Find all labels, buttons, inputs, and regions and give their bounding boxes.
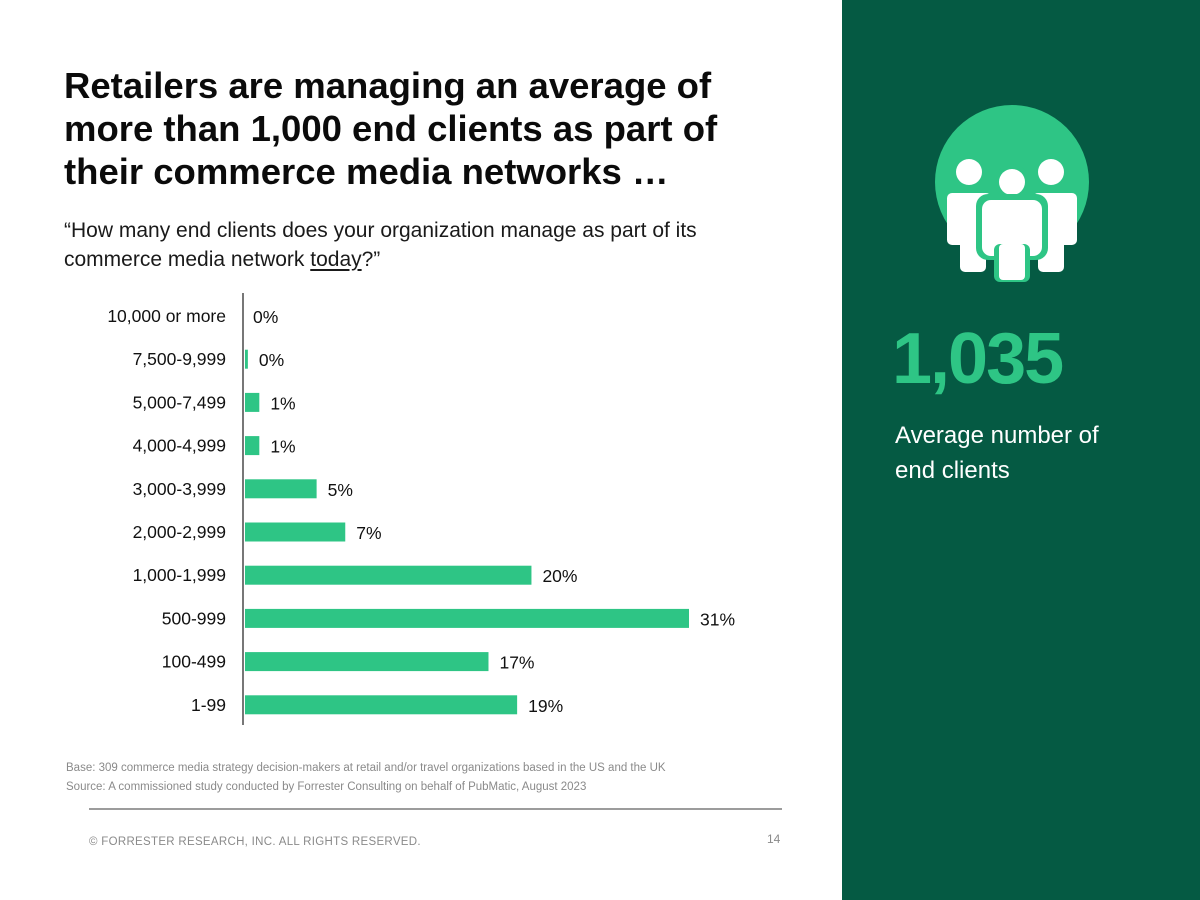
- copyright: © FORRESTER RESEARCH, INC. ALL RIGHTS RE…: [89, 836, 421, 848]
- footnote-base: Base: 309 commerce media strategy decisi…: [66, 762, 666, 774]
- stat-label: Average number of end clients: [895, 422, 1099, 484]
- page-number: 14: [767, 832, 781, 846]
- value-label: 7%: [356, 523, 381, 543]
- bar: [245, 349, 248, 369]
- category-label: 1,000-1,999: [133, 565, 226, 585]
- value-label: 0%: [253, 307, 278, 327]
- bar: [245, 479, 317, 499]
- main-content: Retailers are managing an average of mor…: [64, 65, 782, 848]
- value-label: 17%: [499, 653, 534, 673]
- category-label: 1-99: [191, 695, 226, 715]
- bar: [245, 436, 260, 456]
- bar: [245, 392, 260, 412]
- footnote-source: Source: A commissioned study conducted b…: [66, 781, 587, 793]
- stat-panel: 1,035 Average number of end clients: [842, 0, 1200, 900]
- bar: [245, 652, 489, 672]
- category-label: 7,500-9,999: [133, 349, 226, 369]
- question-end: ?”: [361, 248, 381, 271]
- survey-question: “How many end clients does your organiza…: [64, 216, 744, 274]
- category-label: 100-499: [162, 652, 226, 672]
- bar-chart: 10,000 or more 0% 7,500-9,999 0% 5,000-7,499…: [107, 293, 735, 725]
- bar: [245, 695, 518, 715]
- question-emphasis: today: [310, 248, 362, 271]
- category-label: 4,000-4,999: [133, 436, 226, 456]
- question-text: “How many end clients does your organiza…: [64, 219, 697, 271]
- category-label: 500-999: [162, 608, 226, 628]
- category-label: 10,000 or more: [107, 306, 226, 326]
- headline: Retailers are managing an average of mor…: [64, 65, 718, 192]
- bar: [245, 565, 532, 585]
- category-label: 5,000-7,499: [133, 392, 226, 412]
- value-label: 1%: [270, 437, 295, 457]
- value-label: 0%: [259, 350, 284, 370]
- value-label: 5%: [328, 480, 353, 500]
- footer-divider: [89, 808, 782, 810]
- value-label: 31%: [700, 609, 735, 629]
- bar: [245, 608, 689, 628]
- value-label: 1%: [270, 393, 295, 413]
- category-label: 2,000-2,999: [133, 522, 226, 542]
- people-group-icon: [935, 105, 1089, 282]
- stat-value: 1,035: [892, 319, 1064, 399]
- bar: [245, 522, 346, 542]
- value-label: 20%: [542, 566, 577, 586]
- value-label: 19%: [528, 696, 563, 716]
- footnotes: Base: 309 commerce media strategy decisi…: [66, 759, 666, 797]
- category-label: 3,000-3,999: [133, 479, 226, 499]
